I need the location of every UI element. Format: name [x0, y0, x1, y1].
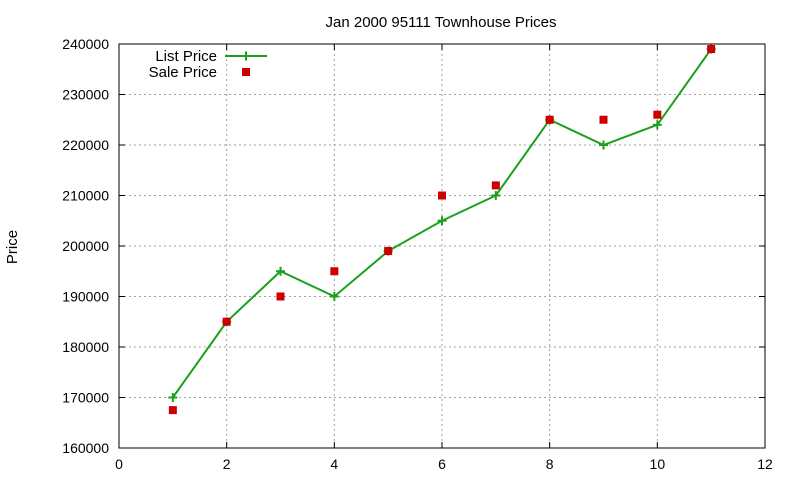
y-tick-label: 210000 [62, 188, 109, 204]
legend-label-list-price: List Price [155, 48, 217, 65]
list-price-point [599, 140, 608, 150]
y-tick-label: 240000 [62, 36, 109, 52]
sale-price-point [330, 267, 339, 276]
sale-price-point [599, 115, 608, 124]
sale-price-point [491, 181, 500, 190]
sale-price-point [276, 292, 285, 301]
list-price-point [437, 216, 447, 226]
x-tick-label: 4 [330, 456, 338, 472]
y-tick-label: 180000 [62, 339, 109, 355]
x-tick-label: 10 [650, 456, 666, 472]
y-tick-label: 170000 [62, 390, 109, 406]
sale-price-point [707, 45, 716, 54]
sale-price-point [653, 110, 662, 119]
list-price-point [329, 292, 339, 301]
axes: 0 2 4 6 8 10 12 160000 170000 180000 190000 200000 2… [62, 36, 773, 472]
chart-title: Jan 2000 95111 Townhouse Prices [326, 14, 557, 31]
x-tick-label: 2 [223, 456, 231, 472]
x-tick-label: 6 [438, 456, 446, 472]
list-price-point [168, 393, 178, 402]
list-price-point [276, 266, 285, 276]
sale-price-point [545, 115, 554, 124]
y-axis-label: Price [4, 230, 21, 264]
y-tick-label: 160000 [62, 440, 109, 456]
y-tick-label: 200000 [62, 238, 109, 254]
x-tick-label: 12 [757, 456, 773, 472]
sale-price-point [222, 317, 231, 326]
x-tick-label: 8 [546, 456, 554, 472]
sale-price-point [168, 406, 177, 415]
legend-label-sale-price: Sale Price [149, 64, 217, 81]
sale-price-point [438, 191, 446, 200]
y-tick-label: 230000 [62, 87, 109, 103]
list-price-point [652, 120, 662, 130]
y-tick-label: 190000 [62, 289, 109, 305]
list-price-point [491, 191, 501, 200]
legend-marker-sale-price [242, 68, 250, 76]
sale-price-point [384, 247, 393, 256]
y-tick-label: 220000 [62, 137, 109, 153]
x-tick-label: 0 [115, 456, 123, 472]
plot-area [168, 44, 716, 415]
grid [119, 44, 765, 448]
